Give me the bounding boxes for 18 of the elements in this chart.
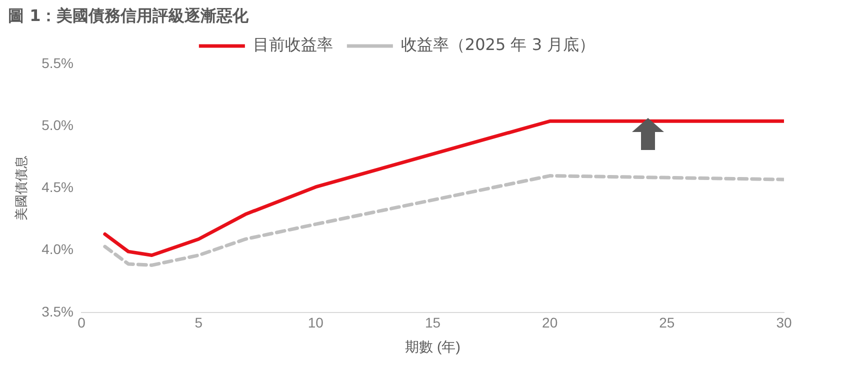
x-tick-label: 5: [194, 314, 203, 331]
x-tick-label: 10: [308, 314, 324, 331]
x-axis-title: 期數 (年): [405, 338, 460, 354]
x-tick-label: 20: [542, 314, 558, 331]
y-tick-label: 5.0%: [42, 116, 74, 133]
x-tick-label: 30: [776, 314, 792, 331]
x-tick-label: 15: [424, 314, 441, 331]
y-tick-label: 3.5%: [42, 303, 74, 320]
y-axis-title: 美國債債息: [13, 156, 28, 221]
chart-title: 圖 1：美國債務信用評級逐漸惡化: [8, 6, 249, 27]
x-tick-label: 25: [659, 314, 675, 331]
line-series: [103, 174, 784, 267]
legend-label: 目前收益率: [252, 35, 333, 54]
x-tick-label: 0: [78, 314, 86, 331]
y-tick-label: 5.5%: [42, 54, 74, 71]
y-tick-label: 4.0%: [42, 241, 74, 258]
legend-label: 收益率（2025 年 3 月底）: [400, 35, 596, 54]
y-tick-label: 4.5%: [42, 179, 74, 196]
